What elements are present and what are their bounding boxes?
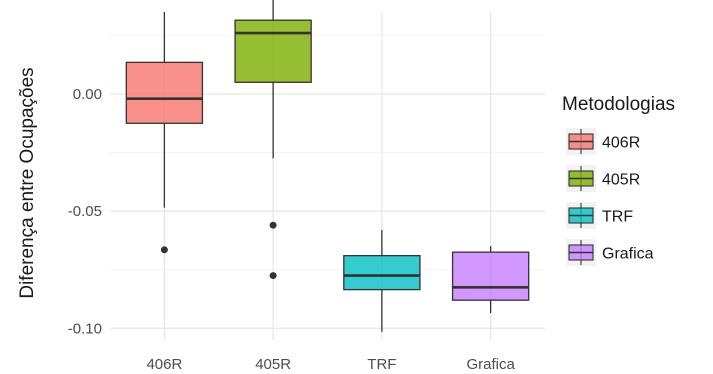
box-grafica: [451, 246, 530, 314]
x-tick-label: 406R: [146, 356, 182, 373]
outlier-point: [269, 272, 277, 280]
legend-label: 405R: [602, 172, 640, 189]
outlier-point: [269, 221, 277, 229]
x-tick-label: Grafica: [466, 356, 515, 373]
box-trf: [343, 229, 421, 332]
x-tick-label: 405R: [255, 356, 291, 373]
legend-item-405r: 405R: [566, 165, 640, 192]
y-tick-label: -0.10: [68, 320, 102, 337]
legend-item-406r: 406R: [566, 128, 640, 155]
y-tick-label: 0.00: [73, 86, 102, 103]
legend-label: Grafica: [602, 246, 654, 263]
box-iqr: [125, 61, 204, 124]
y-axis-ticks: -0.10 -0.05 0.00: [68, 86, 102, 337]
y-axis-title: Diferença entre Ocupações: [17, 67, 38, 298]
outlier-point: [160, 246, 168, 254]
legend-item-grafica: Grafica: [566, 239, 654, 266]
legend-label: TRF: [602, 209, 633, 226]
legend: Metodologias 406R 405R TRF Grafica: [562, 94, 675, 266]
boxplot-series: [125, 0, 530, 332]
legend-title: Metodologias: [562, 94, 675, 115]
box-406r: [125, 12, 204, 254]
x-tick-label: TRF: [367, 356, 396, 373]
legend-item-trf: TRF: [566, 202, 633, 229]
box-iqr: [451, 251, 530, 301]
x-axis-ticks: 406R 405R TRF Grafica: [146, 356, 515, 373]
legend-label: 406R: [602, 135, 640, 152]
box-iqr: [343, 255, 421, 291]
box-iqr: [234, 19, 312, 83]
y-tick-label: -0.05: [68, 203, 102, 220]
box-405r: [234, 0, 312, 280]
